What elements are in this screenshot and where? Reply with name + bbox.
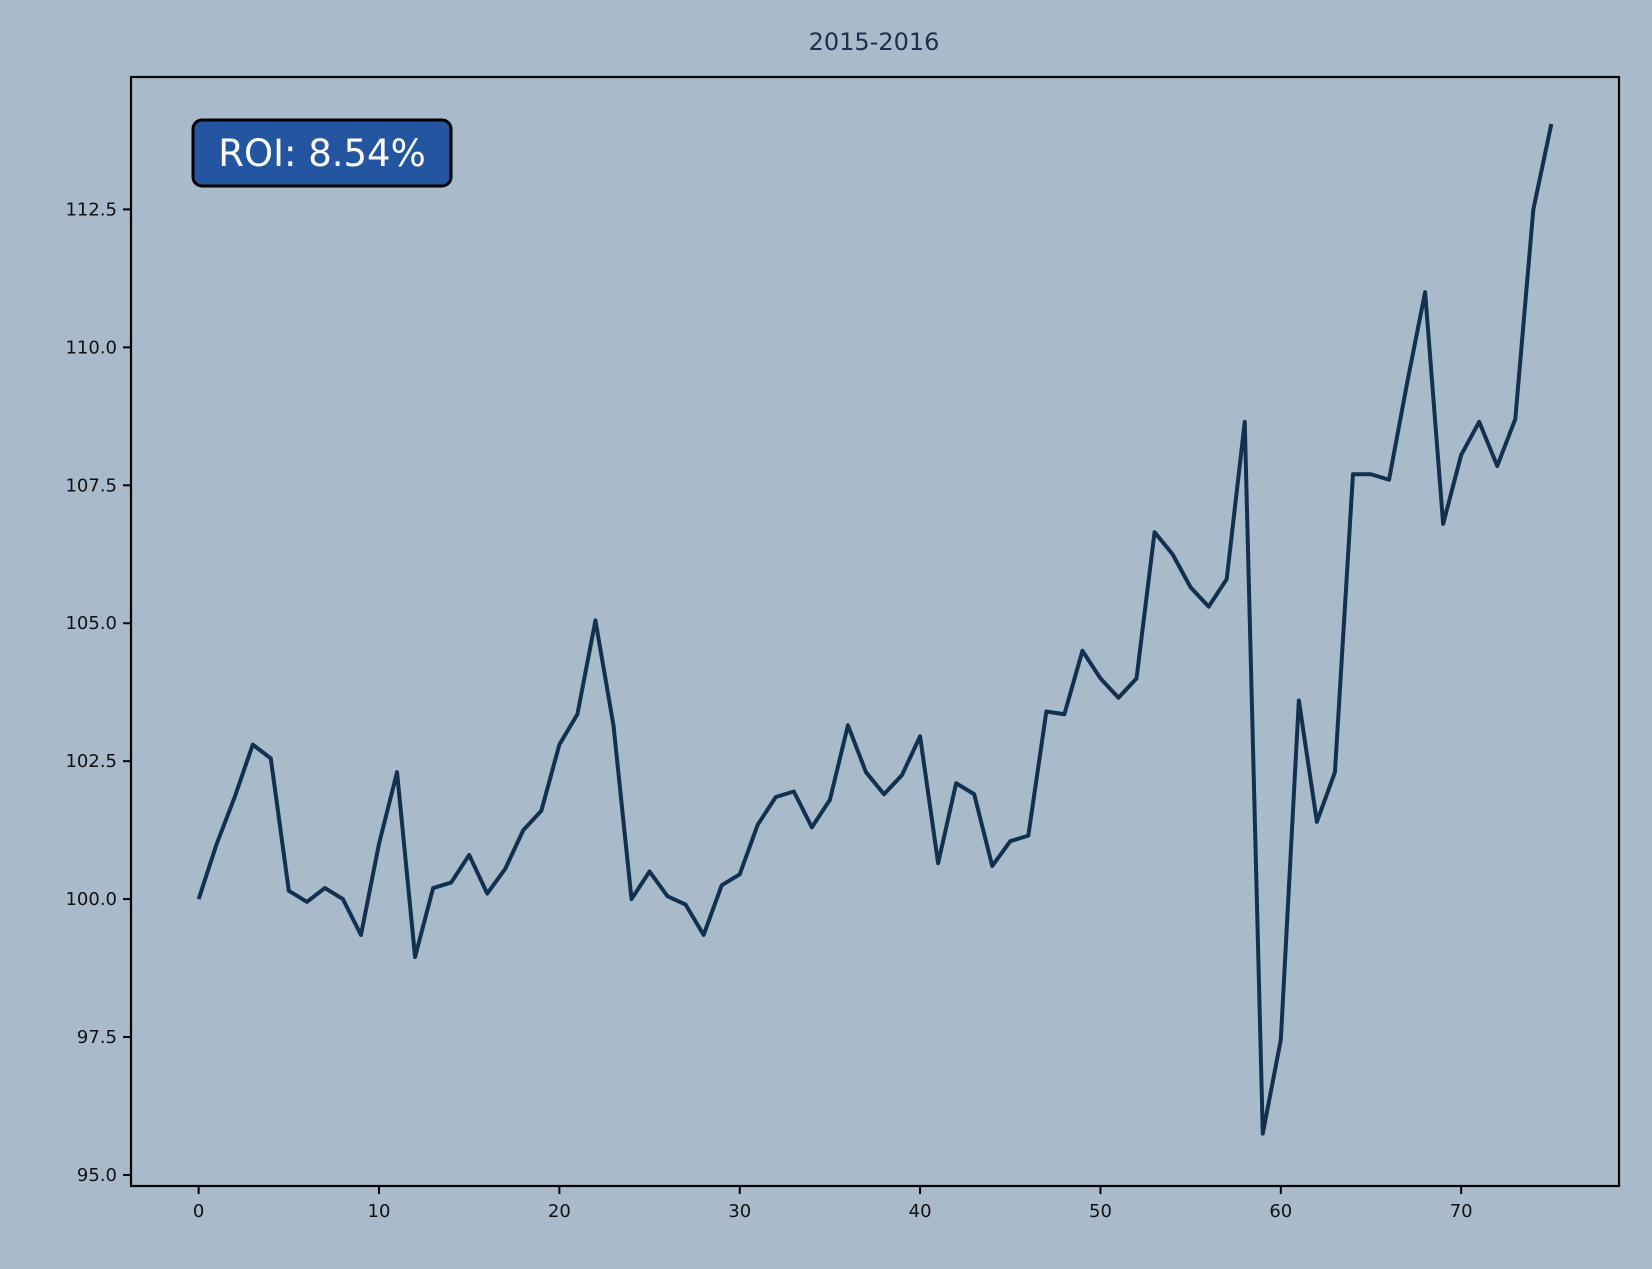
x-tick-label: 20	[548, 1201, 571, 1222]
chart-title: 2015-2016	[809, 28, 940, 56]
x-tick-label: 30	[728, 1201, 751, 1222]
y-tick-label: 110.0	[65, 337, 117, 358]
y-tick-label: 95.0	[77, 1165, 117, 1186]
roi-annotation-text: ROI: 8.54%	[218, 132, 426, 175]
x-tick-label: 10	[368, 1201, 391, 1222]
y-tick-label: 102.5	[65, 751, 117, 772]
x-tick-label: 70	[1450, 1201, 1473, 1222]
y-tick-label: 105.0	[65, 613, 117, 634]
y-tick-label: 97.5	[77, 1027, 117, 1048]
x-tick-label: 60	[1269, 1201, 1292, 1222]
x-tick-label: 40	[909, 1201, 932, 1222]
x-tick-label: 50	[1089, 1201, 1112, 1222]
y-tick-label: 107.5	[65, 475, 117, 496]
series-line	[196, 123, 1554, 1136]
y-axis: 95.0 97.5 100.0 102.5 105.0 107.5 110.0 112.5	[65, 199, 131, 1186]
y-tick-label: 100.0	[65, 889, 117, 910]
y-tick-label: 112.5	[65, 199, 117, 220]
roi-annotation-box	[191, 118, 453, 188]
x-axis: 0 10 20 30 40 50 60 70	[193, 1186, 1473, 1222]
plot-area-frame	[129, 75, 1621, 1188]
roi-annotation: ROI: 8.54%	[191, 118, 453, 188]
x-tick-label: 0	[193, 1201, 204, 1222]
